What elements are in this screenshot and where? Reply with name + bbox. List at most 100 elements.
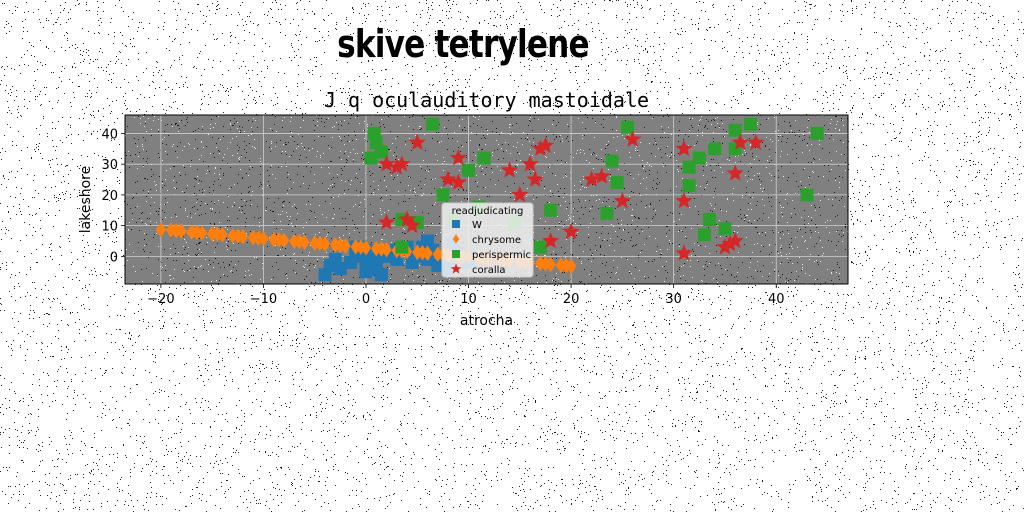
point-coralla [675, 191, 693, 209]
point-perispermic [544, 203, 558, 217]
point-chrysome [227, 227, 238, 244]
legend-marker [450, 263, 462, 274]
point-chrysome [258, 230, 269, 247]
point-coralla [562, 222, 580, 240]
point-chrysome [540, 255, 551, 272]
y-tick-label: 20 [101, 189, 118, 204]
point-perispermic [682, 160, 696, 174]
point-coralla [536, 136, 555, 154]
point-coralla [403, 216, 421, 233]
point-w [374, 268, 388, 282]
point-coralla [726, 164, 744, 181]
point-perispermic [718, 222, 732, 236]
point-coralla [726, 231, 744, 249]
y-tick-label: 0 [110, 250, 118, 265]
figure-suptitle: skive tetrylene [337, 22, 590, 66]
point-coralla [526, 170, 544, 187]
point-chrysome [273, 231, 285, 248]
point-perispermic [692, 151, 706, 165]
point-perispermic [728, 123, 742, 137]
x-tick-label: 20 [563, 292, 580, 307]
point-coralla [583, 170, 601, 187]
point-perispermic [364, 151, 378, 165]
y-tick-label: 40 [101, 127, 118, 142]
point-perispermic [800, 188, 814, 202]
legend-label: coralla [472, 265, 506, 276]
point-perispermic [395, 240, 409, 254]
point-perispermic [600, 206, 614, 220]
point-perispermic [682, 179, 696, 193]
x-tick-label: 40 [768, 292, 785, 307]
point-perispermic [477, 151, 491, 165]
point-chrysome [186, 224, 197, 240]
point-chrysome [335, 237, 346, 254]
x-tick-label: 30 [665, 292, 682, 307]
point-coralla [747, 133, 765, 150]
point-coralla [439, 170, 457, 187]
point-perispermic [744, 117, 758, 131]
point-chrysome [330, 237, 341, 253]
legend-label: W [472, 220, 482, 231]
point-perispermic [810, 126, 824, 140]
point-w [369, 252, 383, 266]
point-chrysome [319, 236, 331, 252]
point-chrysome [376, 241, 387, 257]
legend-marker [452, 220, 460, 228]
x-tick-label: −10 [250, 292, 277, 307]
point-perispermic [426, 117, 440, 131]
point-perispermic [436, 188, 450, 202]
point-coralla [449, 173, 467, 190]
point-coralla [377, 213, 396, 230]
point-chrysome [545, 256, 556, 273]
y-tick-label: 30 [101, 158, 118, 173]
point-perispermic [621, 120, 635, 134]
point-perispermic [605, 154, 619, 168]
point-chrysome [155, 221, 167, 238]
point-chrysome [171, 222, 182, 239]
y-axis-label: lakeshore [78, 166, 94, 233]
legend-label: perispermic [472, 250, 531, 261]
point-coralla [716, 238, 734, 255]
point-chrysome [565, 258, 577, 274]
point-chrysome [314, 235, 326, 252]
point-chrysome [232, 228, 244, 244]
x-axis-label: atrocha [460, 313, 513, 329]
point-coralla [675, 244, 693, 261]
legend-title: readjudicating [452, 206, 524, 217]
plot-noise-light [125, 115, 848, 284]
point-perispermic [533, 240, 547, 254]
point-coralla [511, 185, 529, 203]
point-coralla [624, 130, 642, 147]
point-coralla [449, 148, 467, 166]
chart-title: J q oculauditory mastoidale [324, 88, 649, 112]
point-coralla [531, 139, 549, 157]
point-perispermic [697, 228, 711, 242]
x-tick-label: 0 [362, 292, 370, 307]
point-coralla [408, 133, 426, 150]
point-w [359, 255, 373, 269]
point-coralla [613, 191, 631, 209]
point-perispermic [703, 212, 717, 226]
legend-box [441, 202, 534, 278]
legend-label: chrysome [472, 235, 521, 246]
legend-marker [452, 234, 460, 244]
point-coralla [593, 167, 611, 184]
point-coralla [675, 139, 693, 157]
point-chrysome [412, 244, 423, 261]
point-perispermic [708, 142, 722, 156]
point-chrysome [560, 257, 572, 274]
point-w [421, 234, 435, 248]
point-coralla [541, 231, 560, 249]
point-coralla [731, 133, 749, 150]
point-chrysome [191, 224, 202, 241]
point-coralla [500, 161, 519, 178]
point-coralla [393, 155, 411, 172]
point-chrysome [268, 231, 279, 248]
point-perispermic [462, 163, 476, 177]
legend-marker [452, 250, 460, 258]
axes-frame [124, 114, 849, 285]
point-chrysome [212, 226, 223, 243]
point-chrysome [278, 232, 290, 249]
